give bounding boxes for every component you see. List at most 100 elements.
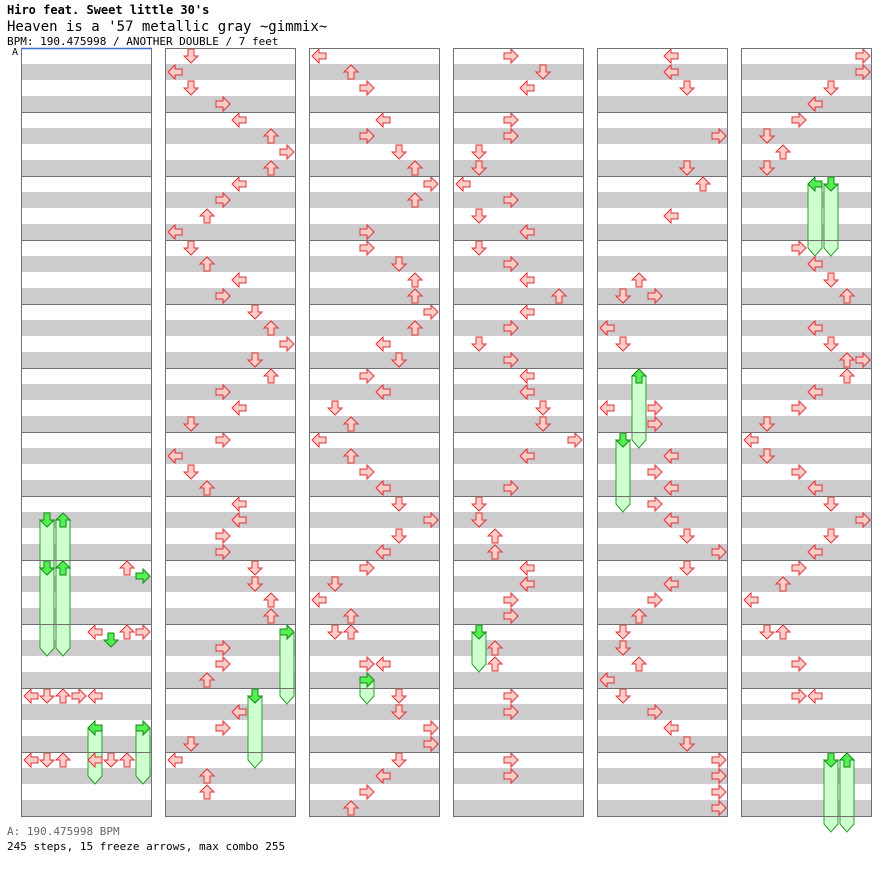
arrow-down-icon <box>470 496 488 512</box>
arrow-left-icon <box>375 543 391 561</box>
arrow-left-icon <box>807 319 823 337</box>
freeze-arrow <box>359 671 375 705</box>
arrow-right-icon <box>647 463 663 481</box>
arrow-up-icon <box>342 64 360 80</box>
freeze-body <box>631 375 647 449</box>
chart-column-4 <box>453 48 584 817</box>
arrow-up-icon <box>406 288 424 304</box>
beat-stripe <box>309 544 440 560</box>
beat-stripe <box>21 800 152 816</box>
beat-stripe <box>165 416 296 432</box>
beat-stripe <box>597 768 728 784</box>
arrow-down-icon <box>102 632 120 648</box>
arrow-down-icon <box>758 448 776 464</box>
beat-stripe <box>309 512 440 528</box>
arrow-right-icon <box>855 511 871 529</box>
footer-bpm: A: 190.475998 BPM <box>7 825 120 838</box>
arrow-down-icon <box>822 336 840 352</box>
arrow-up-icon <box>118 624 136 640</box>
beat-stripe <box>741 800 872 816</box>
arrow-up-icon <box>198 784 216 800</box>
beat-stripe <box>453 544 584 560</box>
arrow-left-icon <box>87 623 103 641</box>
arrow-up-icon <box>630 656 648 672</box>
arrow-left-icon <box>231 111 247 129</box>
arrow-left-icon <box>167 447 183 465</box>
beat-stripe <box>309 192 440 208</box>
freeze-arrow <box>822 176 840 257</box>
beat-stripe <box>741 160 872 176</box>
arrow-left-icon <box>167 63 183 81</box>
arrow-down-icon <box>678 736 696 752</box>
arrow-down-icon <box>390 352 408 368</box>
beat-stripe <box>597 736 728 752</box>
arrow-up-icon <box>486 528 504 544</box>
arrow-right-icon <box>503 687 519 705</box>
arrow-right-icon <box>711 127 727 145</box>
arrow-right-icon <box>135 567 151 585</box>
beat-stripe <box>597 352 728 368</box>
beat-stripe <box>165 320 296 336</box>
beat-stripe <box>165 256 296 272</box>
arrow-down-icon <box>534 64 552 80</box>
beat-stripe <box>741 128 872 144</box>
arrow-down-icon <box>614 624 632 640</box>
arrow-left-icon <box>455 175 471 193</box>
arrow-up-icon <box>342 448 360 464</box>
arrow-right-icon <box>215 383 231 401</box>
beat-stripe <box>165 800 296 816</box>
arrow-down-icon <box>182 240 200 256</box>
beat-stripe <box>741 704 872 720</box>
arrow-right-icon <box>215 543 231 561</box>
beat-stripe <box>309 448 440 464</box>
arrow-up-icon <box>198 672 216 688</box>
freeze-body <box>247 695 263 769</box>
arrow-right-icon <box>503 751 519 769</box>
footer-stats: 245 steps, 15 freeze arrows, max combo 2… <box>7 840 286 853</box>
arrow-up-icon <box>198 768 216 784</box>
beat-stripe <box>21 672 152 688</box>
beat-stripe <box>597 96 728 112</box>
beat-stripe <box>309 480 440 496</box>
freeze-head-up-icon <box>630 368 648 384</box>
beat-stripe <box>309 704 440 720</box>
arrow-up-icon <box>54 688 72 704</box>
arrow-down-icon <box>534 416 552 432</box>
freeze-head-up-icon <box>838 752 856 768</box>
arrow-left-icon <box>599 319 615 337</box>
arrow-right-icon <box>711 767 727 785</box>
arrow-right-icon <box>359 463 375 481</box>
freeze-head-up-icon <box>54 512 72 528</box>
arrow-left-icon <box>519 447 535 465</box>
beat-stripe <box>741 96 872 112</box>
beat-stripe <box>165 768 296 784</box>
arrow-down-icon <box>822 272 840 288</box>
freeze-body <box>135 727 151 785</box>
arrow-left-icon <box>519 383 535 401</box>
beat-stripe <box>741 640 872 656</box>
beat-stripe <box>453 384 584 400</box>
arrow-right-icon <box>791 559 807 577</box>
arrow-right-icon <box>359 559 375 577</box>
beat-stripe <box>309 320 440 336</box>
arrow-left-icon <box>663 719 679 737</box>
arrow-left-icon <box>519 367 535 385</box>
arrow-right-icon <box>711 799 727 817</box>
freeze-body <box>39 567 55 657</box>
arrow-down-icon <box>326 576 344 592</box>
arrow-up-icon <box>838 352 856 368</box>
arrow-left-icon <box>311 591 327 609</box>
beat-stripe <box>309 352 440 368</box>
freeze-head-left-icon <box>87 719 103 737</box>
arrow-right-icon <box>215 431 231 449</box>
arrow-up-icon <box>198 256 216 272</box>
beat-stripe <box>453 576 584 592</box>
beat-stripe <box>597 160 728 176</box>
beat-stripe <box>165 448 296 464</box>
arrow-right-icon <box>503 607 519 625</box>
freeze-head-right-icon <box>135 719 151 737</box>
beat-stripe <box>165 512 296 528</box>
beat-stripe <box>309 576 440 592</box>
beat-stripe <box>309 288 440 304</box>
beat-stripe <box>597 544 728 560</box>
